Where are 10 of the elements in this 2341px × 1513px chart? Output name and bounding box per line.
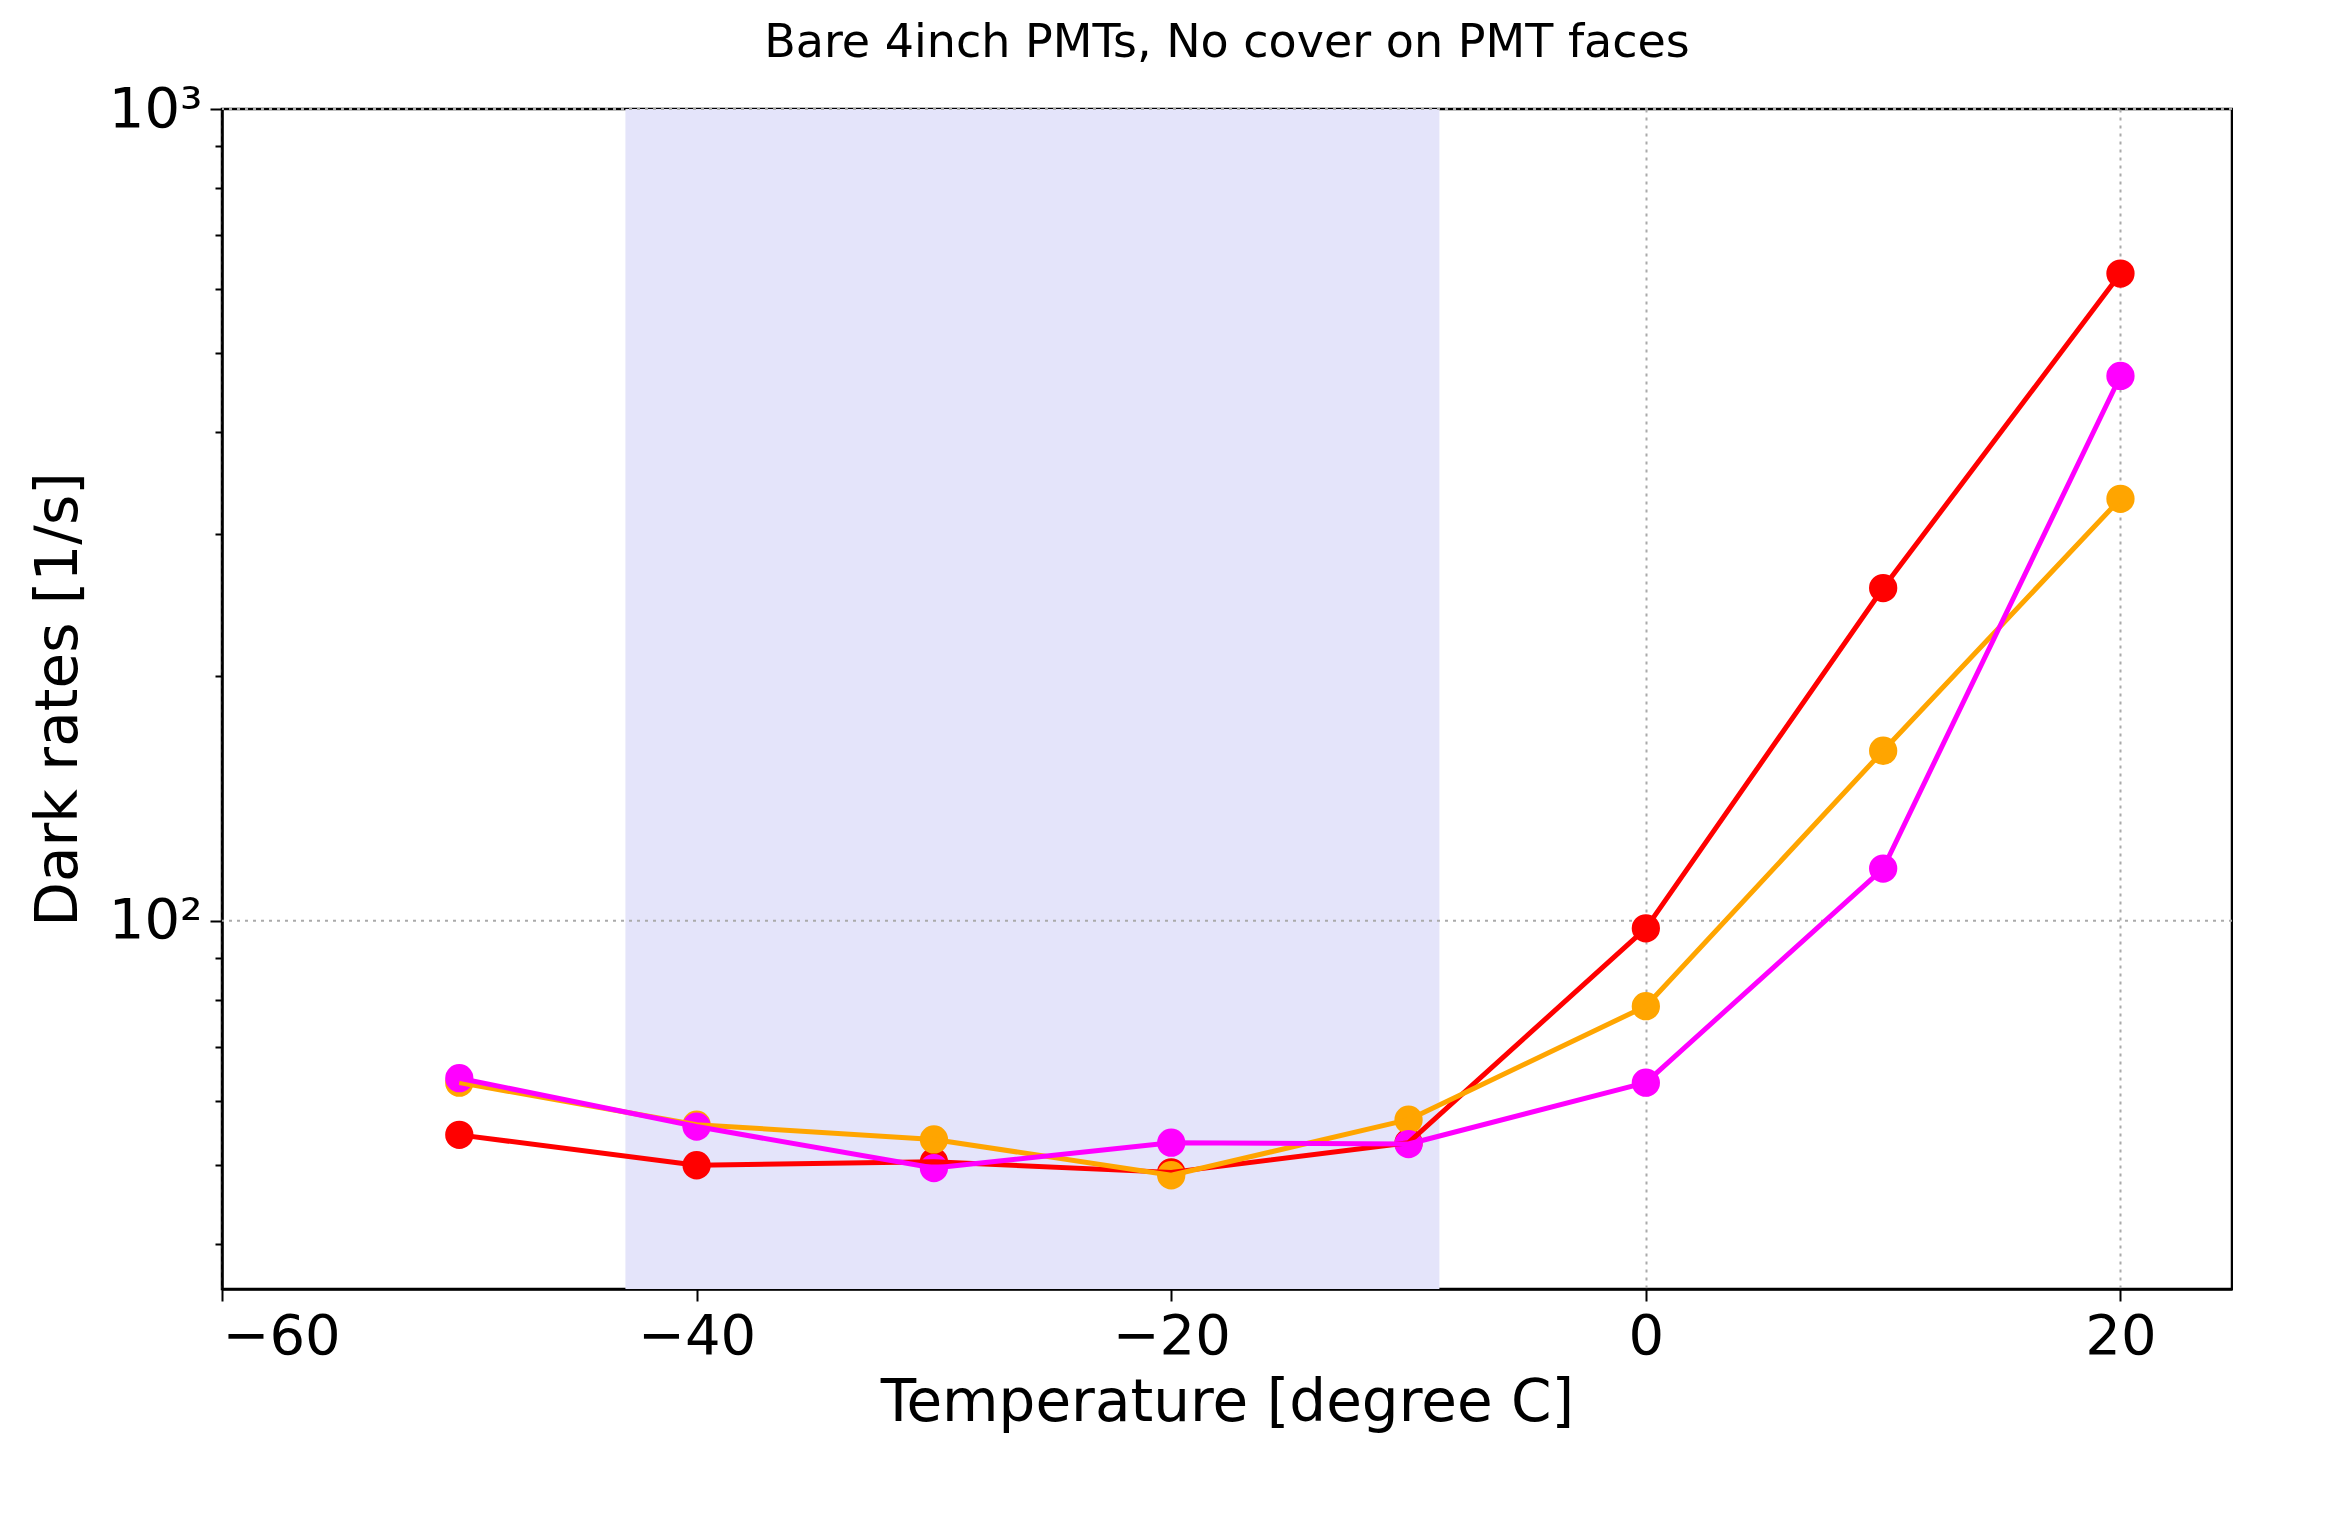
x-axis-title: Temperature [degree C]: [879, 1366, 1575, 1435]
x-tick-label: −60: [222, 1301, 341, 1367]
y-tick-label: 10³: [108, 74, 203, 140]
y-axis-title: Dark rates [1/s]: [22, 472, 91, 927]
x-tick-label: 0: [1628, 1301, 1665, 1367]
x-tick-label: −40: [638, 1301, 757, 1367]
y-tick-label: 10²: [108, 886, 203, 952]
x-tick-label: 20: [2085, 1301, 2157, 1367]
chart-title: Bare 4inch PMTs, No cover on PMT faces: [764, 14, 1690, 68]
x-tick-label: −20: [1112, 1301, 1231, 1367]
